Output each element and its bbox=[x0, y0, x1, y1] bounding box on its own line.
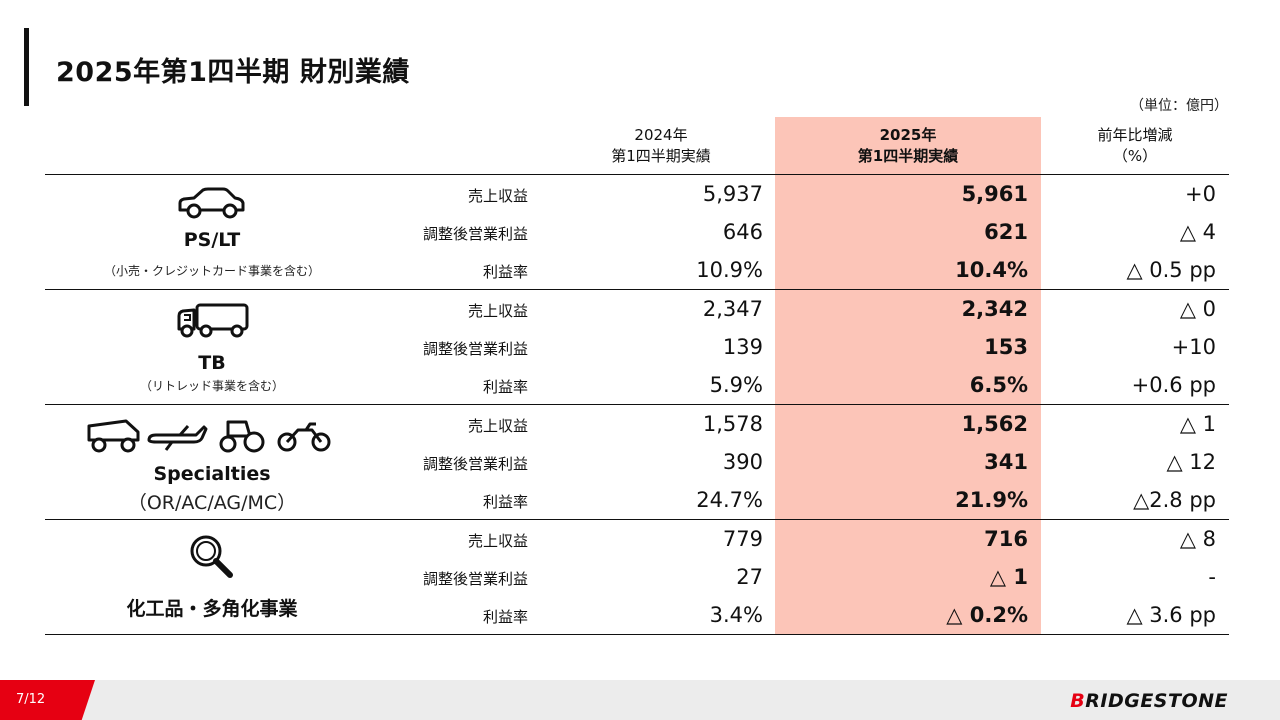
logo-initial: B bbox=[1070, 690, 1086, 712]
segment-name: TB bbox=[198, 352, 226, 374]
value-diff: △ 4 bbox=[1179, 220, 1216, 244]
row-label: 調整後営業利益 bbox=[422, 225, 528, 243]
value-diff: △ 3.6 pp bbox=[1126, 603, 1216, 627]
table-row: 売上収益 2,347 2,342 △ 0 bbox=[0, 291, 1280, 329]
table-row: 売上収益 1,578 1,562 △ 1 bbox=[0, 406, 1280, 444]
value-2024: 24.7% bbox=[696, 488, 763, 512]
value-2025: 153 bbox=[984, 335, 1028, 359]
value-diff: △ 8 bbox=[1179, 527, 1216, 551]
value-2024: 5.9% bbox=[709, 373, 763, 397]
table-bottom-rule bbox=[45, 634, 1229, 635]
row-label: 売上収益 bbox=[467, 302, 528, 320]
title-accent-bar bbox=[24, 28, 29, 106]
header-diff-unit: （%） bbox=[1112, 147, 1158, 165]
value-2025: 6.5% bbox=[969, 373, 1028, 397]
segment-subtitle: （小売・クレジットカード事業を含む） bbox=[103, 264, 320, 278]
table-row: 利益率 10.9% 10.4% △ 0.5 pp bbox=[0, 252, 1280, 290]
value-2025: 21.9% bbox=[955, 488, 1028, 512]
value-2024: 1,578 bbox=[702, 412, 763, 436]
segment-divider bbox=[45, 404, 1229, 405]
value-2025: 5,961 bbox=[961, 182, 1028, 206]
table-row: 調整後営業利益 139 153 +10 bbox=[0, 329, 1280, 367]
tractor-icon bbox=[219, 420, 265, 453]
value-diff: △ 0.5 pp bbox=[1126, 258, 1216, 282]
unit-note: （単位：億円） bbox=[1130, 98, 1228, 114]
table-top-rule bbox=[45, 174, 1229, 175]
row-label: 利益率 bbox=[482, 608, 528, 626]
value-2025: 716 bbox=[984, 527, 1028, 551]
value-2024: 646 bbox=[722, 220, 763, 244]
table-row: 利益率 3.4% △ 0.2% △ 3.6 pp bbox=[0, 597, 1280, 635]
page-number-tab bbox=[0, 680, 95, 720]
segment-subtitle: （OR/AC/AG/MC） bbox=[127, 492, 297, 514]
header-2024: 2024年 第1四半期実績 bbox=[566, 125, 756, 167]
truck-icon bbox=[177, 303, 249, 338]
row-label: 利益率 bbox=[482, 378, 528, 396]
header-2024-year: 2024年 bbox=[634, 126, 688, 144]
header-2025-period: 第1四半期実績 bbox=[857, 147, 959, 165]
table-row: 売上収益 5,937 5,961 +0 bbox=[0, 176, 1280, 214]
value-2024: 139 bbox=[722, 335, 763, 359]
value-2025: 621 bbox=[984, 220, 1028, 244]
bridgestone-logo: BRIDGESTONE bbox=[1070, 690, 1228, 712]
segment-name: Specialties bbox=[153, 463, 271, 485]
value-2024: 2,347 bbox=[702, 297, 763, 321]
table-row: 調整後営業利益 27 △ 1 - bbox=[0, 559, 1280, 597]
motorcycle-icon bbox=[277, 422, 331, 452]
value-diff: +0 bbox=[1185, 182, 1216, 206]
value-2025: 341 bbox=[984, 450, 1028, 474]
segment-name: PS/LT bbox=[183, 229, 241, 251]
value-2024: 10.9% bbox=[696, 258, 763, 282]
page-title: 2025年第1四半期 財別業績 bbox=[56, 57, 410, 88]
value-2024: 27 bbox=[736, 565, 763, 589]
value-2024: 3.4% bbox=[709, 603, 763, 627]
header-diff-label: 前年比増減 bbox=[1097, 126, 1173, 144]
row-label: 調整後営業利益 bbox=[422, 340, 528, 358]
segment-divider bbox=[45, 519, 1229, 520]
value-2025: △ 0.2% bbox=[946, 603, 1028, 627]
row-label: 調整後営業利益 bbox=[422, 455, 528, 473]
row-label: 売上収益 bbox=[467, 532, 528, 550]
car-icon bbox=[178, 187, 245, 219]
value-2024: 779 bbox=[722, 527, 763, 551]
segment-name: 化工品・多角化事業 bbox=[126, 598, 298, 620]
row-label: 利益率 bbox=[482, 263, 528, 281]
table-row: 調整後営業利益 646 621 △ 4 bbox=[0, 214, 1280, 252]
segment-divider bbox=[45, 289, 1229, 290]
footer-bar bbox=[0, 680, 1280, 720]
row-label: 売上収益 bbox=[467, 417, 528, 435]
value-2025: 1,562 bbox=[961, 412, 1028, 436]
logo-text: RIDGESTONE bbox=[1085, 690, 1228, 712]
value-diff: △ 12 bbox=[1166, 450, 1216, 474]
value-2024: 390 bbox=[722, 450, 763, 474]
value-diff: △ 1 bbox=[1179, 412, 1216, 436]
table-row: 利益率 24.7% 21.9% △2.8 pp bbox=[0, 482, 1280, 520]
page-number: 7/12 bbox=[16, 692, 46, 707]
value-2024: 5,937 bbox=[702, 182, 763, 206]
value-diff: △ 0 bbox=[1179, 297, 1216, 321]
value-diff: △2.8 pp bbox=[1133, 488, 1216, 512]
row-label: 利益率 bbox=[482, 493, 528, 511]
magnifier-icon bbox=[190, 535, 233, 578]
value-2025: 2,342 bbox=[961, 297, 1028, 321]
row-label: 売上収益 bbox=[467, 187, 528, 205]
value-diff: - bbox=[1208, 565, 1216, 589]
header-2025-year: 2025年 bbox=[879, 126, 937, 144]
value-diff: +0.6 pp bbox=[1131, 373, 1216, 397]
header-diff: 前年比増減 （%） bbox=[1040, 125, 1230, 167]
current-quarter-highlight bbox=[775, 117, 1041, 635]
dump-truck-icon bbox=[87, 419, 140, 453]
table-row: 調整後営業利益 390 341 △ 12 bbox=[0, 444, 1280, 482]
segment-subtitle: （リトレッド事業を含む） bbox=[139, 379, 284, 393]
value-2025: △ 1 bbox=[989, 565, 1028, 589]
table-row: 売上収益 779 716 △ 8 bbox=[0, 521, 1280, 559]
value-diff: +10 bbox=[1171, 335, 1216, 359]
table-row: 利益率 5.9% 6.5% +0.6 pp bbox=[0, 367, 1280, 405]
header-2024-period: 第1四半期実績 bbox=[611, 147, 711, 165]
row-label: 調整後営業利益 bbox=[422, 570, 528, 588]
airplane-icon bbox=[147, 425, 208, 451]
header-2025: 2025年 第1四半期実績 bbox=[775, 125, 1041, 167]
value-2025: 10.4% bbox=[955, 258, 1028, 282]
